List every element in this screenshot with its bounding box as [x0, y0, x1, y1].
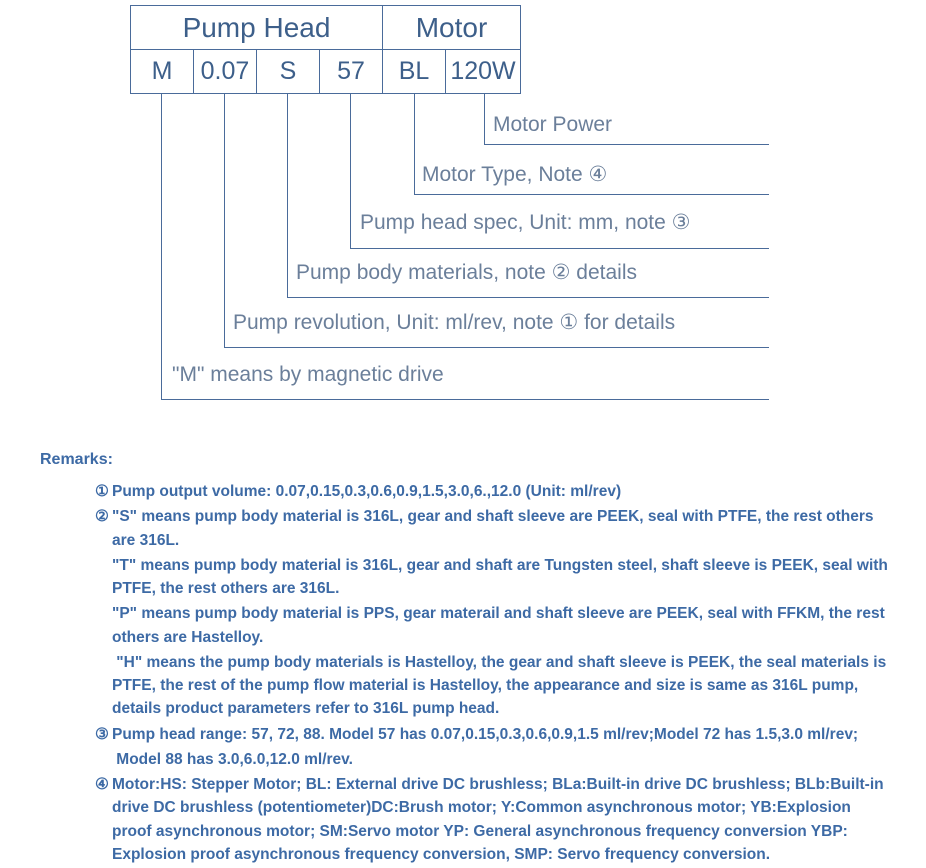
remark-text: "T" means pump body material is 316L, ge…: [112, 554, 890, 601]
remark-line: "T" means pump body material is 316L, ge…: [95, 554, 890, 601]
remark-num: ④: [95, 773, 112, 866]
code-cell: M: [131, 50, 194, 94]
diagram-root: Pump HeadMotorM0.07S57BL120W Motor Power…: [0, 0, 926, 822]
remark-text: Motor:HS: Stepper Motor; BL: External dr…: [112, 773, 890, 866]
remarks-section: Remarks: ①Pump output volume: 0.07,0.15,…: [40, 448, 890, 868]
remark-text: "H" means the pump body materials is Has…: [112, 651, 890, 721]
code-cell: 0.07: [194, 50, 257, 94]
remark-line: ①Pump output volume: 0.07,0.15,0.3,0.6,0…: [95, 480, 890, 503]
callout-connector: [161, 93, 769, 400]
callout-label-magnetic-drive: "M" means by magnetic drive: [172, 363, 444, 387]
remarks-body: ①Pump output volume: 0.07,0.15,0.3,0.6,0…: [40, 480, 890, 866]
remark-num: [95, 651, 112, 721]
remark-num: [95, 554, 112, 601]
remark-num: ③: [95, 723, 112, 746]
remark-num: ②: [95, 505, 112, 552]
remark-line: Model 88 has 3.0,6.0,12.0 ml/rev.: [95, 748, 890, 771]
code-table: Pump HeadMotor M0.07S57BL120W: [130, 5, 521, 94]
remark-line: ③Pump head range: 57, 72, 88. Model 57 h…: [95, 723, 890, 746]
remark-text: "P" means pump body material is PPS, gea…: [112, 602, 890, 649]
remark-line: ④Motor:HS: Stepper Motor; BL: External d…: [95, 773, 890, 866]
remark-num: [95, 602, 112, 649]
remark-text: Model 88 has 3.0,6.0,12.0 ml/rev.: [112, 748, 890, 771]
remark-line: "P" means pump body material is PPS, gea…: [95, 602, 890, 649]
header-cell: Pump Head: [131, 6, 383, 50]
remark-text: "S" means pump body material is 316L, ge…: [112, 505, 890, 552]
remark-num: ①: [95, 480, 112, 503]
code-cell: 120W: [446, 50, 521, 94]
header-cell: Motor: [383, 6, 521, 50]
remark-line: "H" means the pump body materials is Has…: [95, 651, 890, 721]
code-cell: S: [257, 50, 320, 94]
remark-line: ②"S" means pump body material is 316L, g…: [95, 505, 890, 552]
code-cell: BL: [383, 50, 446, 94]
remark-text: Pump head range: 57, 72, 88. Model 57 ha…: [112, 723, 890, 746]
remark-num: [95, 748, 112, 771]
code-cell: 57: [320, 50, 383, 94]
remark-text: Pump output volume: 0.07,0.15,0.3,0.6,0.…: [112, 480, 890, 503]
remarks-title: Remarks:: [40, 448, 890, 472]
